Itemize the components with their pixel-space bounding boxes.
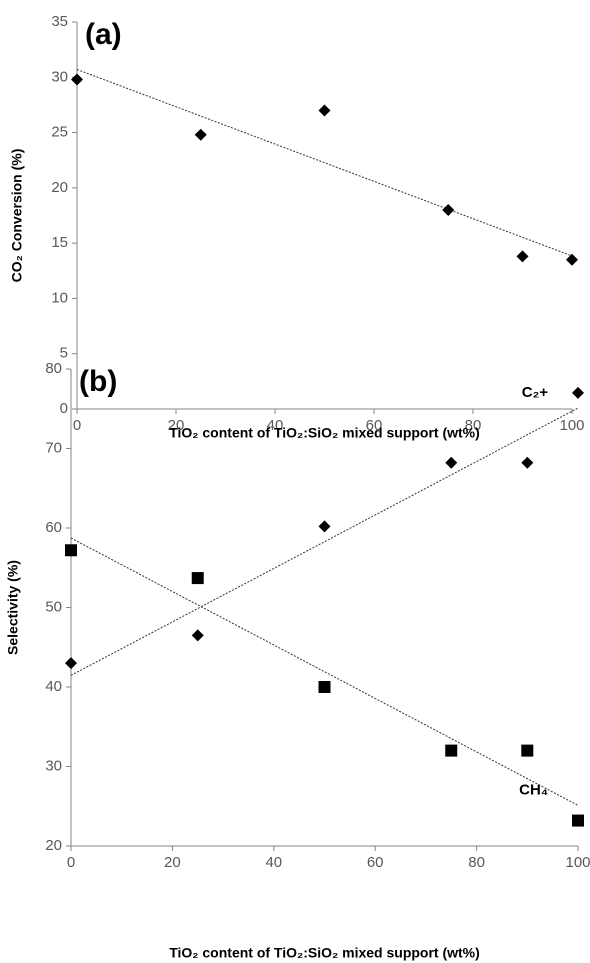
y-tick-label: 10 [51, 289, 68, 306]
marker [191, 629, 204, 642]
x-tick-label: 100 [565, 854, 590, 871]
x-tick-label: 40 [267, 417, 284, 434]
trendline [70, 407, 579, 676]
marker [318, 681, 331, 693]
marker [442, 203, 455, 216]
series-label: CH₄ [519, 782, 548, 799]
marker [572, 386, 584, 399]
panel-label: (b) [79, 365, 117, 398]
y-tick-label: 20 [51, 179, 68, 196]
marker [191, 572, 204, 585]
trendline [76, 68, 573, 257]
x-tick-label: 40 [265, 854, 282, 871]
y-tick-label: 0 [60, 400, 68, 417]
y-tick-label: 30 [45, 757, 62, 774]
marker [445, 456, 458, 469]
x-tick-label: 80 [468, 854, 485, 871]
y-tick-label: 15 [51, 234, 68, 251]
y-tick-label: 60 [45, 519, 62, 536]
y-tick-label: 20 [45, 837, 62, 854]
marker [566, 253, 578, 266]
x-tick-label: 80 [465, 417, 482, 434]
marker [572, 814, 584, 827]
trendline [70, 537, 579, 806]
y-tick-label: 40 [45, 678, 62, 695]
y-axis-title: Selectivity (%) [5, 560, 21, 655]
marker [65, 657, 77, 670]
marker [194, 128, 207, 141]
y-tick-label: 35 [51, 13, 68, 30]
x-axis-title: TiO₂ content of TiO₂:SiO₂ mixed support … [169, 945, 480, 961]
marker [71, 73, 83, 86]
y-tick-label: 50 [45, 598, 62, 615]
x-tick-label: 20 [164, 854, 181, 871]
y-tick-label: 80 [45, 360, 62, 377]
y-axis-title: CO₂ Conversion (%) [9, 149, 25, 283]
x-tick-label: 60 [366, 417, 383, 434]
marker [521, 744, 534, 757]
marker [318, 104, 331, 117]
marker [65, 544, 77, 557]
y-tick-label: 70 [45, 439, 62, 456]
x-tick-label: 100 [559, 417, 584, 434]
marker [516, 250, 529, 263]
marker [445, 744, 458, 757]
y-tick-label: 5 [60, 345, 68, 362]
series-label: C₂+ [522, 384, 548, 401]
panel-label: (a) [85, 18, 122, 51]
x-tick-label: 0 [73, 417, 81, 434]
y-tick-label: 25 [51, 124, 68, 141]
x-tick-label: 60 [367, 854, 384, 871]
x-tick-label: 0 [67, 854, 75, 871]
x-tick-label: 20 [168, 417, 185, 434]
x-axis-title: TiO₂ content of TiO₂:SiO₂ mixed support … [169, 425, 480, 441]
marker [521, 456, 534, 469]
y-tick-label: 30 [51, 68, 68, 85]
marker [318, 520, 331, 533]
